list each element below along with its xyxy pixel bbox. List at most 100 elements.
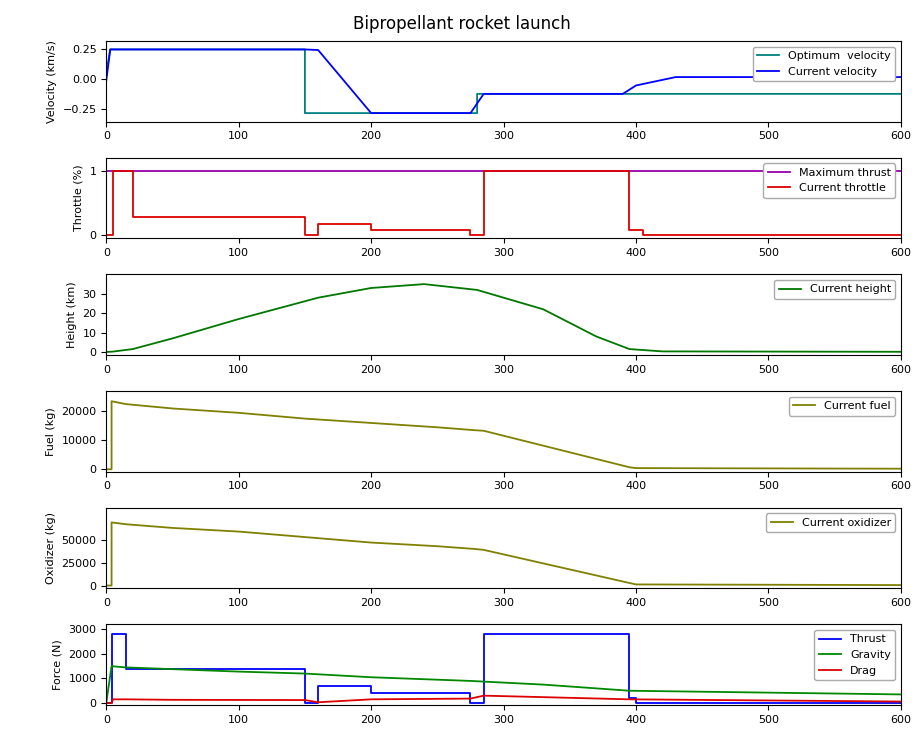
Optimum  velocity bbox=[104, 45, 116, 54]
Current fuel bbox=[167, 404, 178, 413]
Current oxidizer bbox=[895, 580, 906, 589]
Current oxidizer bbox=[432, 542, 443, 551]
Current fuel bbox=[624, 463, 635, 471]
Y-axis label: Throttle (%): Throttle (%) bbox=[74, 165, 84, 231]
Line: Current throttle: Current throttle bbox=[106, 171, 901, 235]
Current throttle bbox=[465, 231, 476, 239]
Y-axis label: Fuel (kg): Fuel (kg) bbox=[46, 407, 55, 456]
Current height bbox=[590, 332, 602, 341]
Current oxidizer bbox=[167, 524, 178, 533]
Thrust bbox=[366, 681, 377, 690]
Thrust bbox=[120, 630, 132, 639]
Current fuel bbox=[479, 426, 490, 435]
Current velocity bbox=[312, 46, 323, 54]
Current throttle bbox=[299, 231, 310, 239]
Optimum  velocity bbox=[471, 90, 482, 98]
Legend: Current height: Current height bbox=[774, 280, 895, 299]
Current velocity bbox=[465, 109, 476, 118]
Current oxidizer bbox=[479, 545, 490, 554]
Drag bbox=[120, 695, 132, 703]
Current fuel bbox=[106, 397, 117, 406]
Thrust bbox=[106, 630, 117, 639]
Drag bbox=[366, 695, 377, 703]
Text: Bipropellant rocket launch: Bipropellant rocket launch bbox=[353, 15, 571, 33]
Legend: Thrust, Gravity, Drag: Thrust, Gravity, Drag bbox=[814, 630, 895, 680]
Current height bbox=[312, 293, 323, 302]
Thrust bbox=[465, 698, 476, 707]
Gravity bbox=[299, 669, 310, 678]
Optimum  velocity bbox=[471, 109, 482, 118]
Line: Optimum  velocity: Optimum velocity bbox=[106, 49, 901, 113]
Current height bbox=[128, 345, 139, 354]
Current throttle bbox=[366, 219, 377, 228]
Thrust bbox=[299, 664, 310, 673]
Optimum  velocity bbox=[299, 45, 310, 54]
Current fuel bbox=[366, 419, 377, 427]
Current oxidizer bbox=[101, 581, 112, 590]
Current oxidizer bbox=[366, 538, 377, 547]
Current throttle bbox=[638, 226, 649, 235]
Current fuel bbox=[432, 423, 443, 432]
Current throttle bbox=[624, 166, 635, 175]
Current fuel bbox=[101, 465, 112, 474]
Drag bbox=[101, 698, 112, 707]
Drag bbox=[895, 697, 906, 706]
Legend: Optimum  velocity, Current velocity: Optimum velocity, Current velocity bbox=[752, 46, 895, 81]
Current oxidizer bbox=[106, 581, 117, 590]
Current height bbox=[419, 280, 430, 289]
Current height bbox=[107, 347, 118, 356]
Gravity bbox=[895, 690, 906, 699]
Current oxidizer bbox=[630, 580, 641, 589]
Thrust bbox=[120, 664, 132, 673]
Current throttle bbox=[128, 213, 139, 222]
Thrust bbox=[465, 689, 476, 698]
Thrust bbox=[299, 698, 310, 707]
Current fuel bbox=[106, 465, 117, 474]
Thrust bbox=[312, 681, 323, 690]
Current throttle bbox=[465, 226, 476, 235]
Optimum  velocity bbox=[101, 69, 112, 78]
Line: Gravity: Gravity bbox=[106, 666, 901, 703]
Y-axis label: Height (km): Height (km) bbox=[67, 281, 77, 348]
Thrust bbox=[895, 698, 906, 707]
Legend: Current fuel: Current fuel bbox=[789, 397, 895, 416]
Thrust bbox=[106, 698, 117, 707]
Current oxidizer bbox=[468, 545, 480, 554]
Current throttle bbox=[366, 226, 377, 235]
Gravity bbox=[366, 673, 377, 682]
Gravity bbox=[624, 686, 635, 695]
Line: Current oxidizer: Current oxidizer bbox=[106, 522, 901, 586]
Thrust bbox=[624, 694, 635, 703]
Current fuel bbox=[895, 464, 906, 473]
Current height bbox=[624, 345, 635, 354]
Current velocity bbox=[617, 90, 628, 98]
Current velocity bbox=[366, 109, 377, 118]
Thrust bbox=[479, 630, 490, 639]
Gravity bbox=[101, 698, 112, 707]
Drag bbox=[479, 692, 490, 700]
Optimum  velocity bbox=[617, 90, 628, 98]
Current height bbox=[538, 305, 549, 314]
Current throttle bbox=[479, 231, 490, 239]
Gravity bbox=[465, 677, 476, 686]
Thrust bbox=[479, 698, 490, 707]
Current fuel bbox=[120, 400, 132, 409]
Current height bbox=[366, 283, 377, 292]
Current oxidizer bbox=[120, 520, 132, 529]
Current velocity bbox=[114, 45, 125, 54]
Current velocity bbox=[101, 76, 112, 85]
Thrust bbox=[624, 630, 635, 639]
Current throttle bbox=[128, 166, 139, 175]
Current height bbox=[895, 348, 906, 357]
Gravity bbox=[538, 680, 549, 689]
Current height bbox=[101, 348, 112, 357]
Current velocity bbox=[299, 45, 310, 54]
Drag bbox=[299, 695, 310, 704]
Current oxidizer bbox=[233, 527, 244, 536]
Current throttle bbox=[107, 231, 118, 239]
Thrust bbox=[366, 689, 377, 698]
Legend: Current oxidizer: Current oxidizer bbox=[766, 513, 895, 532]
Y-axis label: Force (N): Force (N) bbox=[53, 639, 63, 690]
Current height bbox=[167, 334, 178, 343]
Current throttle bbox=[895, 231, 906, 239]
